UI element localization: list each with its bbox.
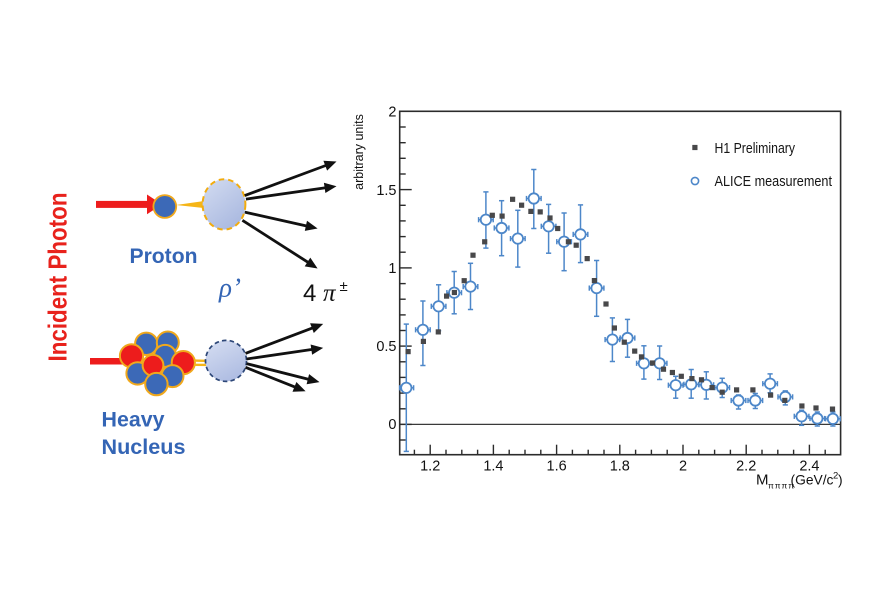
svg-text:Nucleus: Nucleus [102,435,186,459]
svg-text:0: 0 [388,417,396,433]
svg-text:ππππ: ππππ [768,481,795,491]
svg-text:2.2: 2.2 [736,459,756,475]
svg-text:π: π [323,280,337,307]
svg-text:1.4: 1.4 [483,459,503,475]
svg-text:2.4: 2.4 [799,459,819,475]
svg-text:1.2: 1.2 [420,459,440,475]
svg-text:arbitrary units: arbitrary units [352,114,366,190]
svg-text:): ) [838,473,843,488]
svg-text:ρ’: ρ’ [218,273,241,303]
svg-text:2: 2 [679,459,687,475]
svg-text:4: 4 [303,280,316,307]
svg-text:ALICE measurement: ALICE measurement [715,173,833,190]
svg-text:(GeV/c: (GeV/c [791,473,834,488]
svg-text:H1 Preliminary: H1 Preliminary [715,140,796,157]
svg-text:Proton: Proton [130,244,198,268]
svg-text:1.6: 1.6 [547,459,567,475]
svg-text:Heavy: Heavy [102,407,165,431]
svg-text:M: M [756,472,769,489]
svg-text:2: 2 [833,471,838,482]
svg-text:Incident Photon: Incident Photon [43,193,73,362]
svg-text:1: 1 [388,261,396,277]
svg-text:0.5: 0.5 [376,339,396,355]
svg-text:1.5: 1.5 [376,183,396,199]
svg-text:±: ± [340,278,348,295]
svg-text:1.8: 1.8 [610,459,630,475]
svg-text:2: 2 [388,105,396,121]
